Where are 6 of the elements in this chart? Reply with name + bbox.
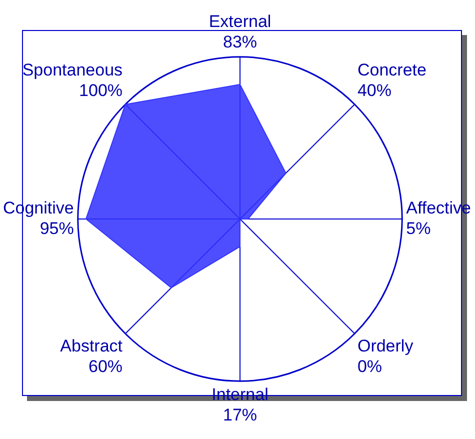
spoke-label: Internal 17% bbox=[212, 385, 268, 424]
spoke-label: External 83% bbox=[208, 12, 272, 52]
spoke-label: Abstract 60% bbox=[60, 336, 123, 376]
spoke-label: Spontaneous 100% bbox=[22, 60, 123, 100]
spoke-label: Orderly 0% bbox=[357, 336, 414, 376]
spoke-label: Concrete 40% bbox=[357, 60, 426, 100]
